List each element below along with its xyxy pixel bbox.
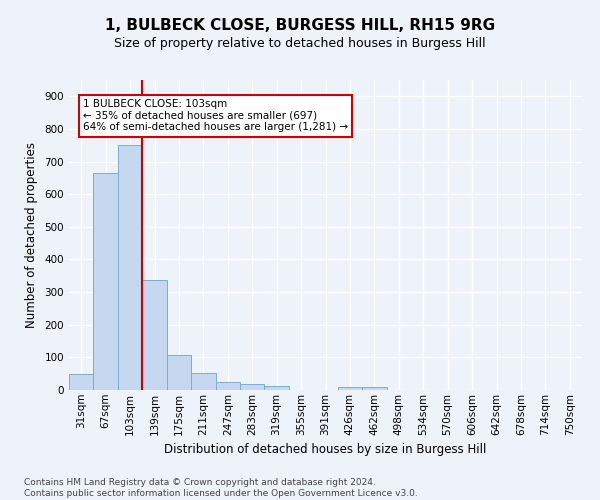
Text: 1, BULBECK CLOSE, BURGESS HILL, RH15 9RG: 1, BULBECK CLOSE, BURGESS HILL, RH15 9RG — [105, 18, 495, 32]
Bar — [338, 386, 362, 390]
Bar — [167, 355, 191, 390]
Bar — [240, 384, 265, 390]
Bar — [191, 373, 215, 390]
Bar — [94, 173, 118, 390]
Bar — [118, 146, 142, 390]
Bar — [142, 280, 167, 390]
Bar — [215, 382, 240, 390]
X-axis label: Distribution of detached houses by size in Burgess Hill: Distribution of detached houses by size … — [164, 443, 487, 456]
Text: 1 BULBECK CLOSE: 103sqm
← 35% of detached houses are smaller (697)
64% of semi-d: 1 BULBECK CLOSE: 103sqm ← 35% of detache… — [83, 100, 348, 132]
Bar — [69, 374, 94, 390]
Text: Contains HM Land Registry data © Crown copyright and database right 2024.
Contai: Contains HM Land Registry data © Crown c… — [24, 478, 418, 498]
Y-axis label: Number of detached properties: Number of detached properties — [25, 142, 38, 328]
Bar — [362, 386, 386, 390]
Bar — [265, 386, 289, 390]
Text: Size of property relative to detached houses in Burgess Hill: Size of property relative to detached ho… — [114, 38, 486, 51]
